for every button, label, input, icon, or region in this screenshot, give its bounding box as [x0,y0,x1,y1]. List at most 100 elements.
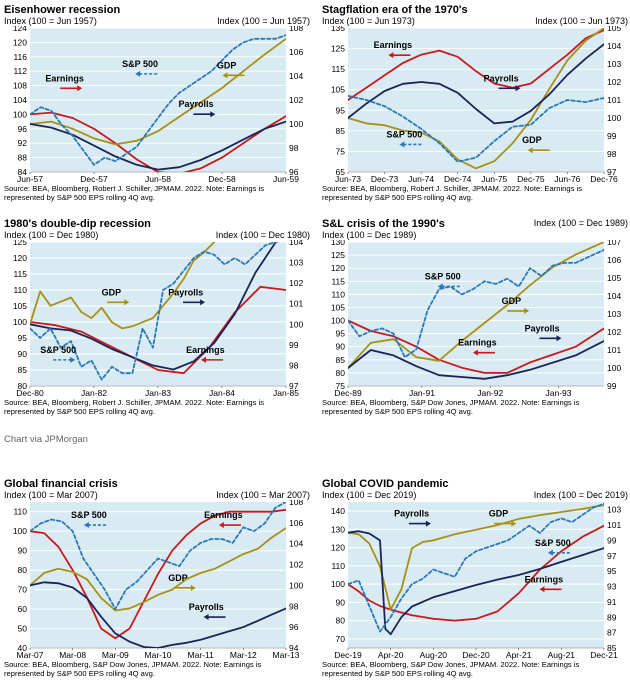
series-label-sp-500: S&P 500 [386,129,422,139]
x-tick-label: Jan-85 [273,388,299,398]
x-tick-label: Jan-91 [409,388,435,398]
y-right-tick-label: 89 [607,612,617,622]
label-arrow-head [388,52,394,59]
y-left-tick-label: 80 [18,381,28,391]
y-right-tick-label: 95 [607,566,617,576]
chart-title: Stagflation era of the 1970's [322,4,468,16]
y-left-tick-label: 92 [18,138,28,148]
y-left-tick-label: 110 [331,289,345,299]
y-right-tick-label: 100 [607,113,621,123]
y-left-tick-label: 115 [13,269,27,279]
x-tick-label: Dec-73 [371,174,399,184]
label-arrow-head [527,147,533,154]
source-note-line-1: Source: BEA, Bloomberg, Robert J. Schill… [322,184,582,193]
y-right-tick-label: 104 [607,41,621,51]
series-line-gdp [30,37,286,146]
y-right-tick-label: 103 [607,505,621,515]
y-left-tick-label: 90 [18,546,28,556]
line-chart-double-dip: 125 120 115 110 105 100 95 90 85 80 104 103 102 101 10… [13,240,304,398]
series-label-sp-500: S&P 500 [425,271,461,281]
right-axis-index-label: Index (100 = Jun 1973) [535,16,628,26]
y-right-tick-label: 97 [607,551,617,561]
label-arrow-head [437,283,443,290]
series-label-earnings: Earnings [374,40,413,50]
y-left-tick-label: 110 [331,561,345,571]
y-right-tick-label: 99 [607,131,617,141]
series-line-gdp [30,527,286,612]
x-tick-label: Jan-83 [145,388,171,398]
y-left-tick-label: 96 [18,124,28,134]
series-line-earnings [348,319,604,374]
y-left-tick-label: 100 [13,317,27,327]
series-label-sp-500: S&P 500 [122,59,158,69]
y-right-tick-label: 106 [607,255,621,265]
y-right-tick-label: 94 [289,643,299,653]
y-right-tick-label: 102 [289,95,303,105]
y-right-tick-label: 101 [607,520,621,530]
series-line-earnings [348,29,604,101]
plot-area [348,502,604,648]
y-left-tick-label: 105 [13,301,27,311]
y-right-tick-label: 102 [289,278,303,288]
x-tick-label: Jun-73 [335,174,361,184]
y-left-tick-label: 100 [13,526,27,536]
source-note-line-1: Source: BEA, Bloomberg, S&P Dow Jones, J… [322,660,580,669]
label-arrow-head [135,70,141,77]
x-tick-label: Mar-08 [59,650,86,660]
y-right-tick-label: 108 [289,26,303,33]
y-left-tick-label: 70 [18,585,28,595]
y-left-tick-label: 100 [13,109,27,119]
x-tick-label: Aug-21 [548,650,576,660]
label-arrow-head [222,72,228,79]
label-arrow-head [210,111,216,118]
series-label-earnings: Earnings [525,574,564,584]
y-left-tick-label: 124 [13,26,27,33]
series-label-earnings: Earnings [458,338,497,348]
x-tick-label: Jun-59 [273,174,299,184]
y-right-tick-label: 93 [607,582,617,592]
line-chart-stagflation: 135 125 115 105 95 85 75 65 105 104 103 102 101 100 99… [331,26,622,184]
y-left-tick-label: 125 [13,240,27,247]
series-label-sp-500: S&P 500 [535,538,571,548]
image-caption: Chart via JPMorgan [4,434,88,445]
y-left-tick-label: 120 [331,263,345,273]
right-axis-index-label: Index (100 = Dec 2019) [533,490,628,500]
x-tick-label: Dec-20 [462,650,490,660]
y-left-tick-label: 65 [336,167,346,177]
series-line-earnings [348,524,604,622]
y-right-tick-label: 103 [289,258,303,268]
series-line-earnings [30,285,286,375]
series-line-payrolls [348,43,604,125]
y-right-tick-label: 107 [607,240,621,247]
chart-title: Eisenhower recession [4,4,121,16]
x-tick-label: Mar-09 [102,650,129,660]
series-label-earnings: Earnings [204,510,243,520]
y-right-tick-label: 103 [607,59,621,69]
x-tick-label: Jun-58 [145,174,171,184]
y-left-tick-label: 75 [336,146,346,156]
label-arrow-head [201,356,206,363]
source-note-line-1: Source: BEA, Bloomberg, S&P Dow Jones, J… [322,398,580,407]
y-right-tick-label: 98 [607,149,617,159]
y-left-tick-label: 95 [336,329,346,339]
y-right-tick-label: 87 [607,628,617,638]
chart-title: Global financial crisis [4,478,118,490]
y-left-tick-label: 120 [13,253,27,263]
source-note: Source: BEA, Bloomberg, S&P Dow Jones, J… [322,398,579,416]
label-arrow-head [515,85,521,92]
y-left-tick-label: 90 [18,349,28,359]
y-left-tick-label: 90 [336,597,346,607]
source-note-line-2: represented by S&P 500 EPS rolling 4Q av… [4,669,155,678]
y-left-tick-label: 80 [336,616,346,626]
y-left-tick-label: 120 [331,543,345,553]
x-tick-label: Jan-82 [81,388,107,398]
x-tick-label: Jun-57 [17,174,43,184]
right-axis-index-label: Index (100 = Dec 1989) [533,218,628,228]
series-line-earnings [30,508,286,640]
series-label-payrolls: Payrolls [189,602,224,612]
series-group [30,242,286,381]
y-right-tick-label: 91 [607,597,617,607]
y-left-tick-label: 100 [331,316,345,326]
y-left-tick-label: 105 [331,302,345,312]
series-label-payrolls: Payrolls [178,99,213,109]
